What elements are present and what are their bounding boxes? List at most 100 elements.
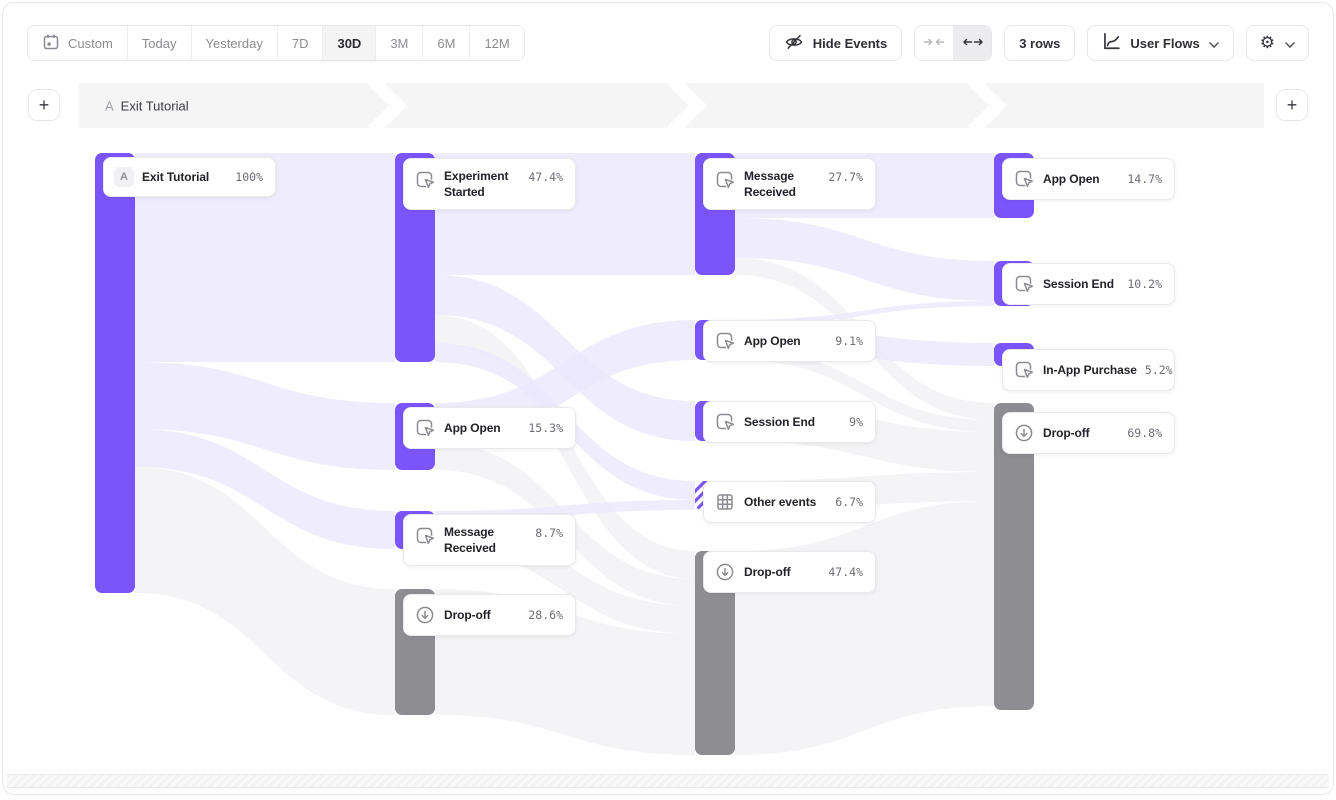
collapse-columns-button[interactable] xyxy=(915,26,954,60)
node-card-drop-off-col4[interactable]: Drop-off 69.8% xyxy=(1002,412,1175,454)
chart-type-button[interactable]: User Flows xyxy=(1087,25,1234,61)
node-card-other-events-col3[interactable]: Other events 6.7% xyxy=(703,481,876,523)
node-percentage: 27.7% xyxy=(828,170,863,184)
flow-ribbon xyxy=(135,362,395,470)
settings-button[interactable]: ⚙ xyxy=(1245,25,1309,61)
event-icon xyxy=(714,411,736,433)
step-letter-badge: A xyxy=(114,167,134,187)
event-icon xyxy=(414,169,436,191)
event-icon xyxy=(714,330,736,352)
drop-off-icon xyxy=(414,604,436,626)
path-header-band[interactable]: A Exit Tutorial xyxy=(79,83,1264,128)
node-percentage: 6.7% xyxy=(835,495,863,509)
node-label: Drop-off xyxy=(1043,426,1090,440)
rows-button[interactable]: 3 rows xyxy=(1004,25,1076,61)
flow-ribbon xyxy=(135,467,395,715)
node-label: Exit Tutorial xyxy=(142,170,210,184)
node-card-app-open-col2[interactable]: App Open 15.3% xyxy=(403,407,576,449)
toolbar-right: Hide Events xyxy=(768,25,1309,61)
node-bar-drop-off-col3[interactable] xyxy=(695,551,735,755)
plus-icon: + xyxy=(1286,95,1298,115)
event-icon xyxy=(1013,273,1035,295)
gear-icon: ⚙ xyxy=(1259,32,1275,53)
node-bar-exit-tutorial-col1[interactable] xyxy=(95,153,135,593)
node-percentage: 69.8% xyxy=(1127,426,1162,440)
calendar-icon xyxy=(42,33,60,54)
node-percentage: 28.6% xyxy=(528,608,563,622)
node-label: App Open xyxy=(1043,172,1100,186)
add-step-right-button[interactable]: + xyxy=(1276,89,1308,121)
rows-label: 3 rows xyxy=(1019,35,1061,51)
other-events-icon xyxy=(714,491,736,513)
node-label: Experiment Started xyxy=(444,169,509,199)
sankey-node-cards: A Exit Tutorial 100% Experiment Started 47.… xyxy=(3,3,1333,794)
spacing-toggle-group xyxy=(914,25,993,61)
eye-off-icon xyxy=(784,32,804,55)
node-label: Drop-off xyxy=(444,608,491,622)
flow-ribbon xyxy=(735,501,994,755)
user-flow-sankey xyxy=(95,153,1034,755)
node-percentage: 9.1% xyxy=(835,334,863,348)
date-range-group: Custom Today Yesterday 7D 30D 3M 6M 12M xyxy=(27,25,525,61)
node-label: App Open xyxy=(744,334,801,348)
event-icon xyxy=(414,417,436,439)
node-bar-drop-off-col4[interactable] xyxy=(994,403,1034,710)
node-label: Other events xyxy=(744,495,817,509)
range-button-custom[interactable]: Custom xyxy=(28,26,128,60)
toolbar: Custom Today Yesterday 7D 30D 3M 6M 12M … xyxy=(27,25,1309,61)
plus-icon: + xyxy=(38,95,50,115)
flow-ribbon xyxy=(435,275,695,441)
event-icon xyxy=(1013,168,1035,190)
step-letter: A xyxy=(105,98,114,113)
event-icon xyxy=(1013,359,1035,381)
node-label: App Open xyxy=(444,421,501,435)
node-card-drop-off-col3[interactable]: Drop-off 47.4% xyxy=(703,551,876,593)
node-card-message-received-col2[interactable]: Message Received 8.7% xyxy=(403,514,576,566)
hide-events-button[interactable]: Hide Events xyxy=(768,25,903,61)
range-button-30d[interactable]: 30D xyxy=(323,26,377,60)
node-card-session-end-col3[interactable]: Session End 9% xyxy=(703,401,876,443)
horizontal-scrollbar[interactable] xyxy=(7,774,1329,788)
node-card-experiment-started-col2[interactable]: Experiment Started 47.4% xyxy=(403,158,576,210)
node-card-session-end-col4[interactable]: Session End 10.2% xyxy=(1002,263,1175,305)
node-percentage: 100% xyxy=(235,170,263,184)
node-card-app-open-col4[interactable]: App Open 14.7% xyxy=(1002,158,1175,200)
chevron-down-icon xyxy=(1285,36,1295,51)
range-button-7d[interactable]: 7D xyxy=(277,26,324,60)
node-label: In-App Purchase xyxy=(1043,363,1137,377)
line-chart-icon xyxy=(1102,32,1121,54)
expand-columns-button[interactable] xyxy=(953,26,992,60)
node-percentage: 47.4% xyxy=(828,565,863,579)
node-percentage: 47.4% xyxy=(528,170,563,184)
arrows-outward-icon xyxy=(962,35,984,52)
range-label: Custom xyxy=(68,35,113,51)
hide-events-label: Hide Events xyxy=(812,35,888,51)
event-icon xyxy=(714,169,736,191)
drop-off-icon xyxy=(1013,422,1035,444)
node-percentage: 8.7% xyxy=(535,526,563,540)
node-label: Message Received xyxy=(744,169,796,199)
node-label: Session End xyxy=(744,415,815,429)
step-chevron-separators xyxy=(367,83,1008,128)
node-card-in-app-purchase-col4[interactable]: In-App Purchase 5.2% xyxy=(1002,349,1175,391)
event-icon xyxy=(414,525,436,547)
node-percentage: 9% xyxy=(849,415,863,429)
node-percentage: 15.3% xyxy=(528,421,563,435)
node-percentage: 5.2% xyxy=(1144,363,1173,377)
range-button-today[interactable]: Today xyxy=(127,26,192,60)
node-card-message-received-col3[interactable]: Message Received 27.7% xyxy=(703,158,876,210)
range-button-3m[interactable]: 3M xyxy=(376,26,424,60)
flow-ribbon xyxy=(735,301,994,325)
flow-ribbon xyxy=(735,348,994,432)
range-button-6m[interactable]: 6M xyxy=(423,26,471,60)
add-step-left-button[interactable]: + xyxy=(28,89,60,121)
node-card-app-open-col3[interactable]: App Open 9.1% xyxy=(703,320,876,362)
node-card-drop-off-col2[interactable]: Drop-off 28.6% xyxy=(403,594,576,636)
step-name: Exit Tutorial xyxy=(120,98,189,113)
flow-ribbon xyxy=(735,218,994,301)
range-button-yesterday[interactable]: Yesterday xyxy=(191,26,278,60)
node-percentage: 10.2% xyxy=(1127,277,1162,291)
range-button-12m[interactable]: 12M xyxy=(470,26,524,60)
node-card-exit-tutorial-col1[interactable]: A Exit Tutorial 100% xyxy=(103,157,276,197)
